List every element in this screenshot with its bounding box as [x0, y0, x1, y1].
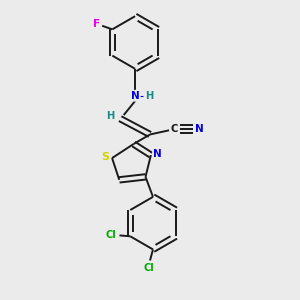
Text: Cl: Cl: [105, 230, 116, 240]
Text: Cl: Cl: [143, 263, 154, 273]
Text: H: H: [106, 111, 115, 121]
Text: N: N: [153, 148, 162, 159]
Text: H: H: [145, 91, 154, 101]
Text: C: C: [170, 124, 178, 134]
Text: N: N: [195, 124, 203, 134]
Text: F: F: [93, 19, 100, 29]
Text: N: N: [131, 91, 140, 101]
Text: S: S: [101, 152, 110, 162]
